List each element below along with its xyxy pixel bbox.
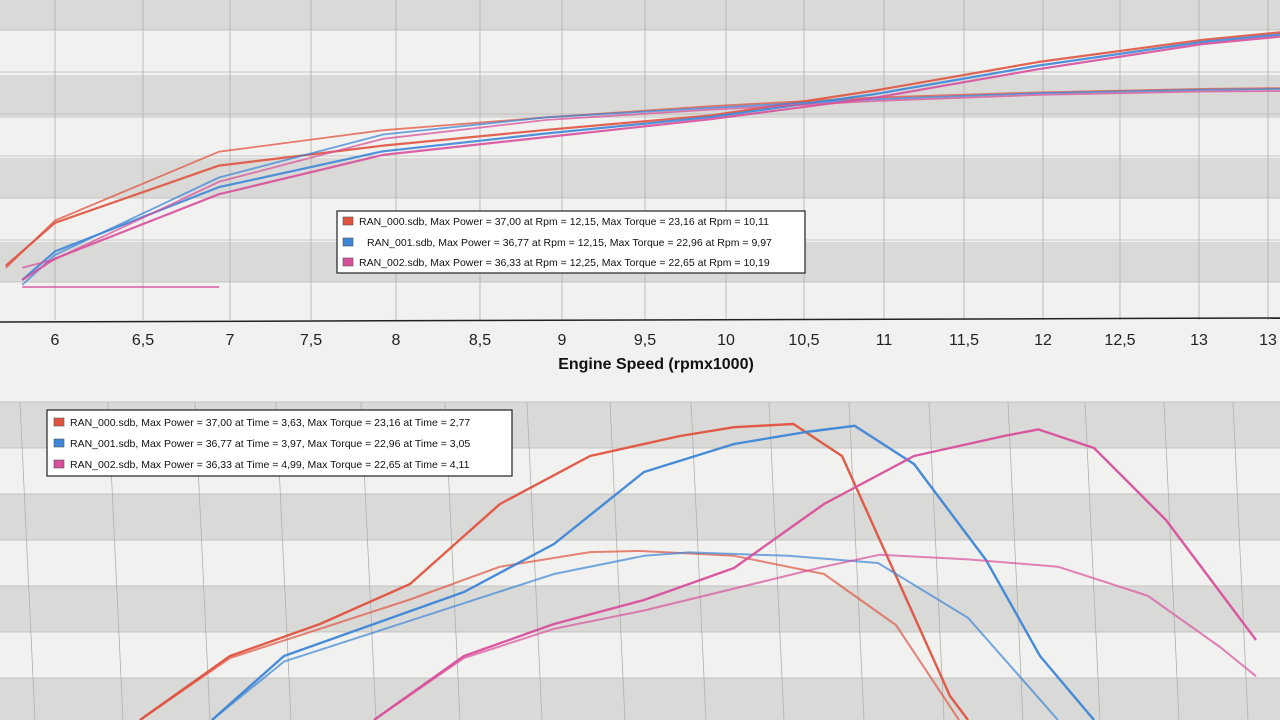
legend-swatch	[53, 438, 65, 448]
legend-swatch	[53, 417, 65, 427]
top-legend-item-0: RAN_000.sdb, Max Power = 37,00 at Rpm = …	[342, 216, 769, 228]
bottom-power-curve-2	[373, 428, 1257, 720]
bottom-legend-item-2: RAN_002.sdb, Max Power = 36,33 at Time =…	[53, 459, 470, 471]
curves	[5, 31, 1280, 720]
grid-line-vertical	[19, 401, 36, 720]
grid-band	[0, 0, 1280, 30]
bottom-power-curve-0	[139, 422, 969, 720]
x-tick-label: 9,5	[634, 332, 656, 349]
legend-swatch	[342, 216, 354, 226]
x-tick-label: 12,5	[1104, 332, 1135, 349]
bottom-legend-item-1: RAN_001.sdb, Max Power = 36,77 at Time =…	[53, 438, 470, 450]
top-legend-item-1: RAN_001.sdb, Max Power = 36,77 at Rpm = …	[342, 237, 772, 249]
x-tick-label: 12	[1034, 332, 1052, 349]
bottom-legend-text-1: RAN_001.sdb, Max Power = 36,77 at Time =…	[70, 438, 470, 450]
x-tick-label: 7	[226, 332, 235, 349]
x-tick-label: 8,5	[469, 332, 491, 349]
grid-line-vertical	[1232, 401, 1249, 720]
top-legend-text-1: RAN_001.sdb, Max Power = 36,77 at Rpm = …	[367, 237, 772, 249]
bottom-legend-item-0: RAN_000.sdb, Max Power = 37,00 at Time =…	[53, 417, 470, 429]
x-tick-label: 7,5	[300, 332, 322, 349]
bottom-torque-curve-1	[211, 551, 1059, 720]
top-legend-item-2: RAN_002.sdb, Max Power = 36,33 at Rpm = …	[342, 257, 770, 269]
x-tick-label: 10	[717, 332, 735, 349]
top-power-curve-2	[21, 35, 1280, 281]
grid-line-vertical	[1084, 401, 1101, 720]
top-torque-curve-1	[21, 88, 1280, 286]
top-legend-text-0: RAN_000.sdb, Max Power = 37,00 at Rpm = …	[359, 216, 769, 228]
grid-band	[0, 678, 1280, 720]
bottom-torque-curve-0	[139, 549, 960, 720]
grid-line-vertical	[1163, 401, 1180, 720]
grid-band	[0, 586, 1280, 632]
bottom-legend-text-2: RAN_002.sdb, Max Power = 36,33 at Time =…	[70, 459, 470, 471]
x-tick-label: 13	[1259, 332, 1277, 349]
top-torque-curve-0	[5, 87, 1280, 269]
x-tick-label: 6	[51, 332, 60, 349]
legend-swatch	[342, 257, 354, 267]
bottom-chart-grid	[0, 401, 1280, 720]
x-tick-label: 9	[558, 332, 567, 349]
grid-line-vertical	[690, 401, 707, 720]
x-tick-label: 6,5	[132, 332, 154, 349]
top-power-curve-0	[5, 31, 1280, 267]
grid-band	[0, 494, 1280, 540]
x-tick-label: 8	[392, 332, 401, 349]
grid-line-vertical	[1007, 401, 1024, 720]
top-x-axis-label: Engine Speed (rpmx1000)	[558, 356, 754, 373]
legend-swatch	[342, 237, 354, 247]
top-legend: RAN_000.sdb, Max Power = 37,00 at Rpm = …	[336, 210, 806, 274]
grid-line-vertical	[768, 401, 785, 720]
x-tick-label: 10,5	[788, 332, 819, 349]
top-power-curve-1	[21, 33, 1280, 281]
x-tick-label: 11	[876, 332, 893, 349]
bottom-legend-text-0: RAN_000.sdb, Max Power = 37,00 at Time =…	[70, 417, 470, 429]
grid-line-vertical	[928, 401, 945, 720]
top-x-axis-line	[0, 317, 1280, 323]
top-x-axis-ticks: 6 6,5 7 7,5 8 8,5 9 9,5 10 10,5 11 11,5 12 12,5 13 13	[51, 332, 1277, 349]
top-legend-text-2: RAN_002.sdb, Max Power = 36,33 at Rpm = …	[359, 257, 770, 269]
bottom-torque-curve-2	[373, 553, 1257, 720]
bottom-legend: RAN_000.sdb, Max Power = 37,00 at Time =…	[46, 409, 513, 477]
x-tick-label: 13	[1190, 332, 1208, 349]
top-torque-curve-2	[21, 90, 1280, 269]
legend-swatch	[53, 459, 65, 469]
x-tick-label: 11,5	[949, 332, 979, 349]
grid-band	[0, 158, 1280, 198]
